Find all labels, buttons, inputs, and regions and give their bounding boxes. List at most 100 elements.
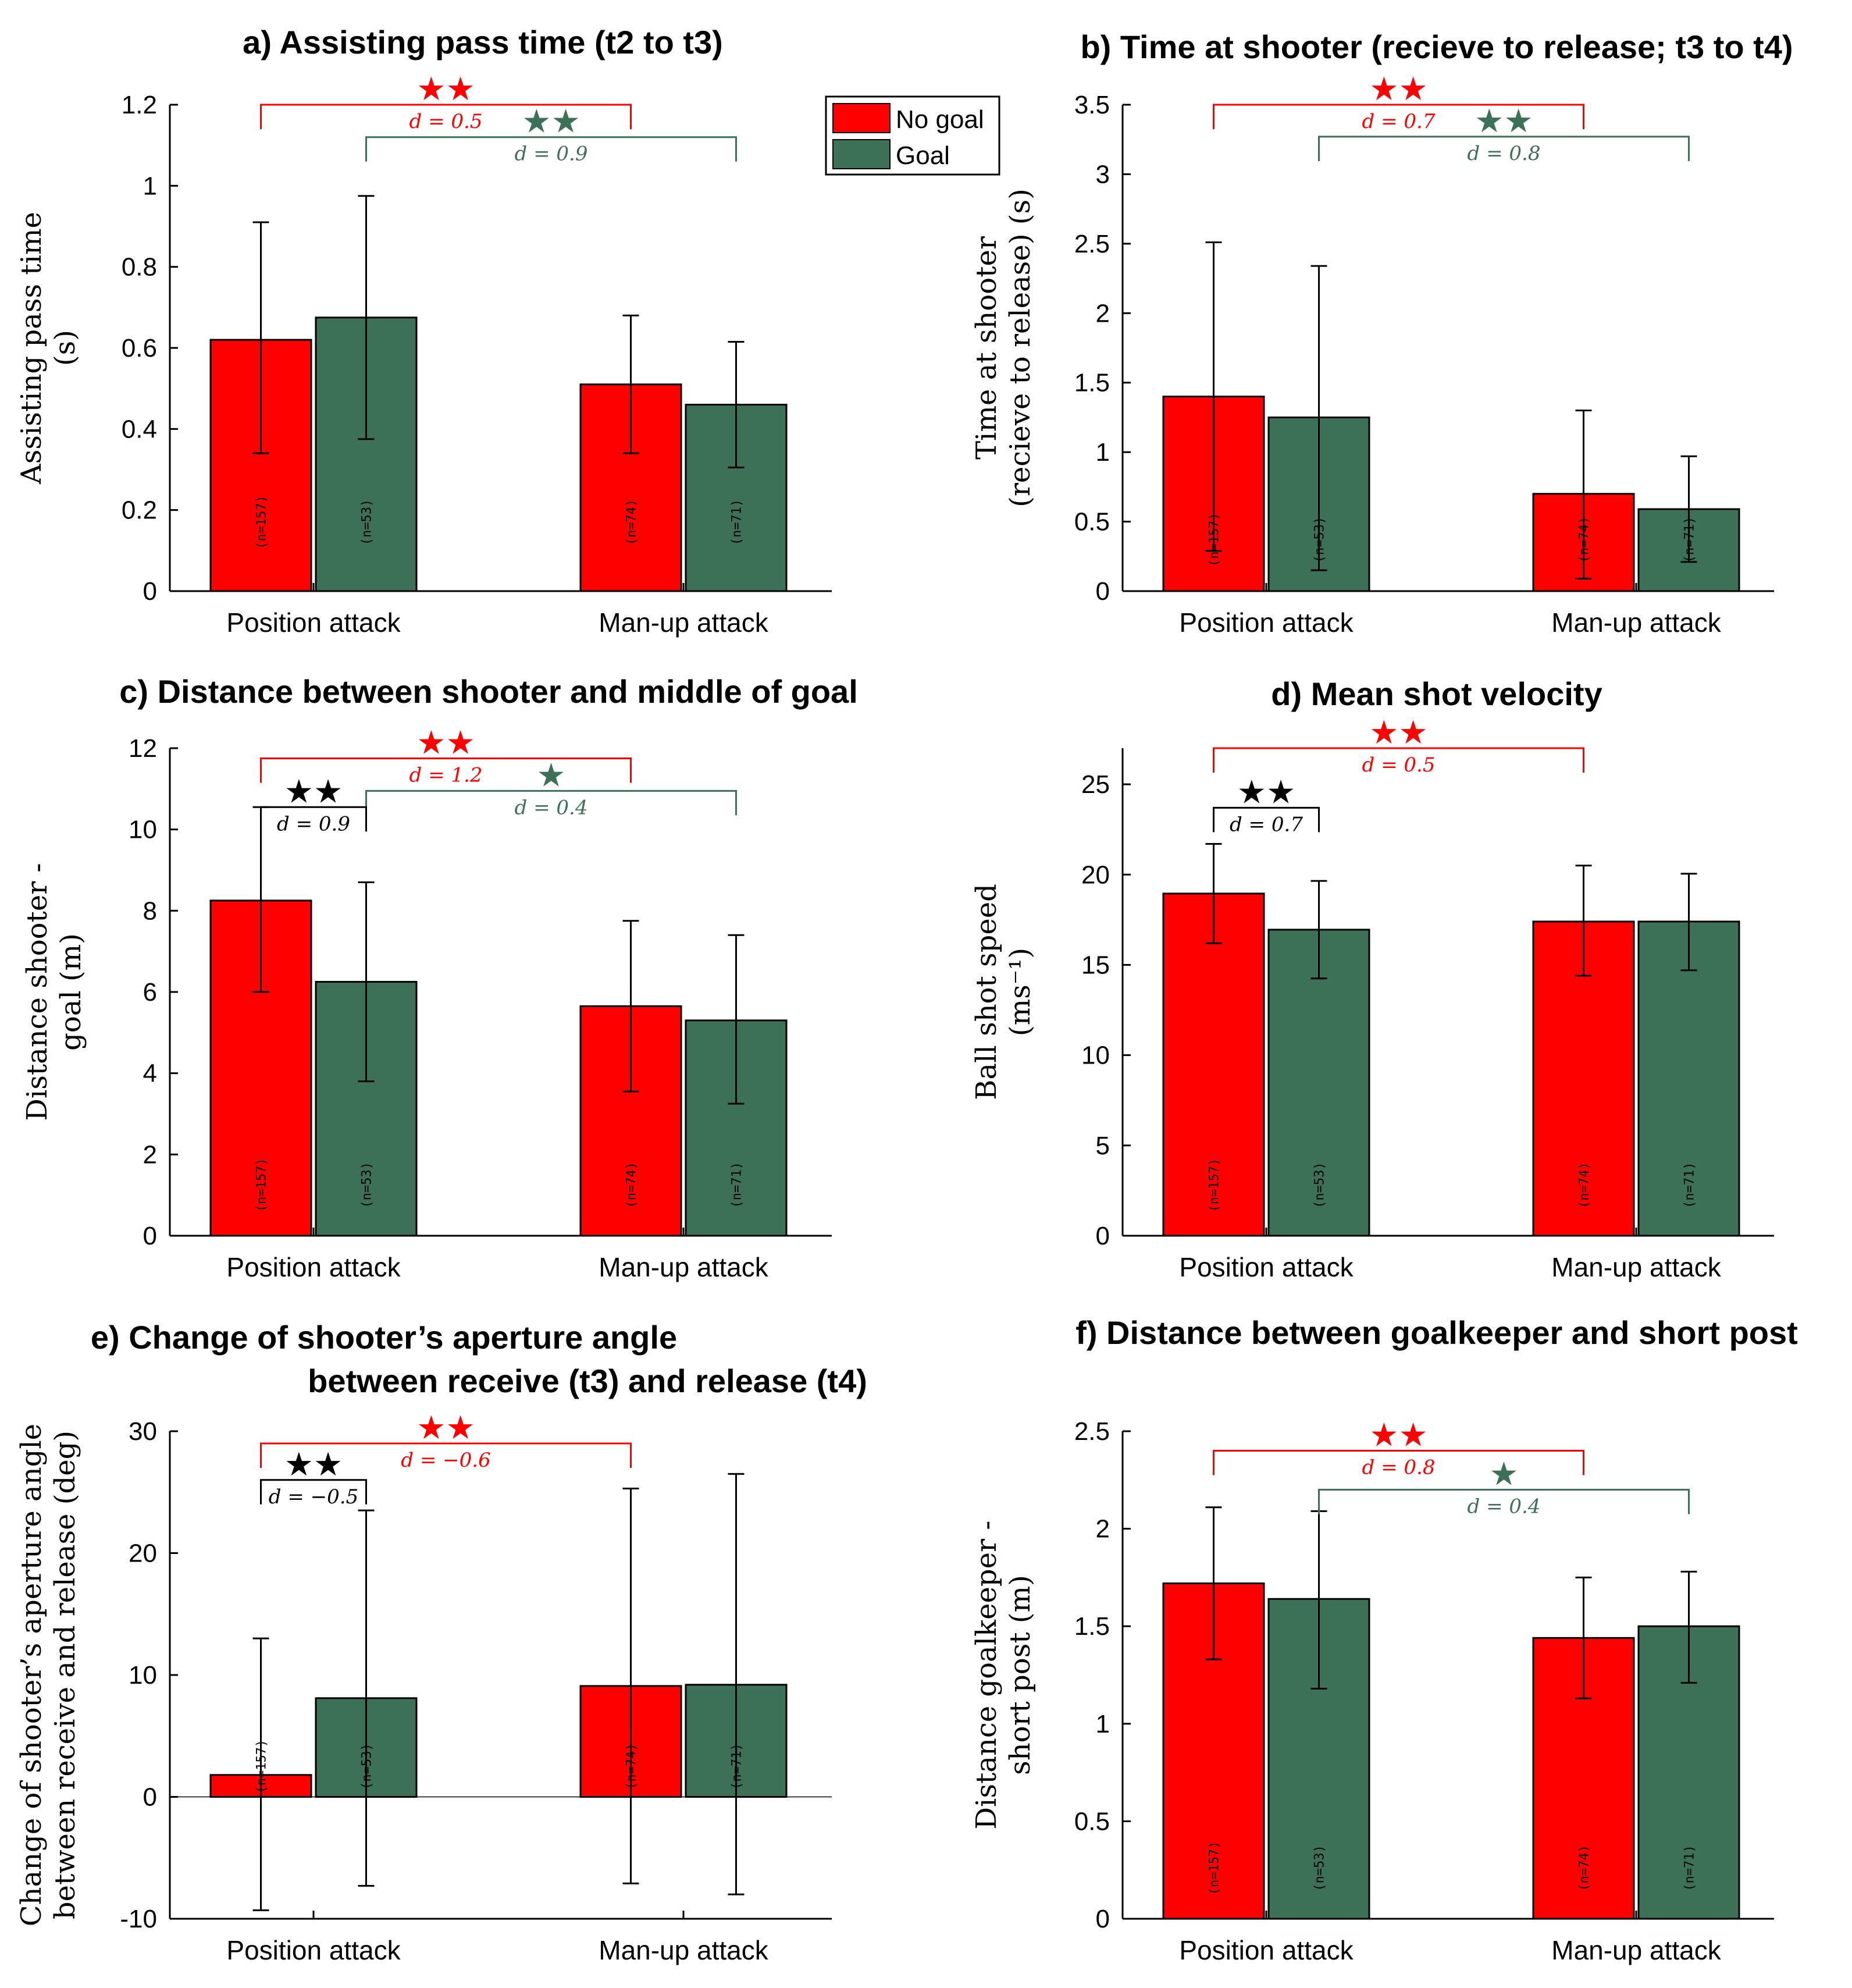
panel-title: a) Assisting pass time (t2 to t3) [243,24,723,61]
n-label: (n=157) [1208,1158,1222,1212]
significance-bracket [365,136,737,162]
y-axis-label: Distance goalkeeper -short post (m) [970,1521,1037,1830]
y-axis-label-line: goal (m) [55,933,87,1051]
n-label: (n=71) [1683,1162,1697,1208]
panel-b: b) Time at shooter (recieve to release; … [970,29,1793,638]
x-tick-label: Man-up attack [1551,1935,1721,1965]
y-tick-label: 0 [1096,577,1110,606]
effect-size-label: d = 0.9 [515,143,588,166]
y-tick-label: 1 [1096,438,1110,467]
significance-stars: ★★ [1475,102,1533,140]
effect-size-label: d = 0.5 [409,110,483,133]
y-tick-label: 8 [143,897,157,925]
y-axis-label-line: Distance goalkeeper - [970,1521,1003,1830]
n-label: (n=74) [625,1743,639,1789]
y-tick-label: 2 [143,1140,157,1169]
panel-title: b) Time at shooter (recieve to release; … [1080,29,1793,65]
effect-size-label: d = 0.4 [515,796,588,819]
x-tick-label: Man-up attack [599,1935,768,1965]
x-tick-label: Man-up attack [1551,607,1721,638]
n-label: (n=74) [1577,517,1592,563]
y-axis-label-line: Change of shooter’s aperture angle [15,1424,48,1926]
effect-size-label: d = 0.5 [1362,753,1436,777]
y-tick-label: 0 [1096,1905,1110,1933]
y-tick-label: 5 [1096,1132,1110,1160]
n-label: (n=71) [730,499,745,545]
significance-bracket [260,1442,632,1468]
effect-size-label: d = 0.8 [1468,142,1541,165]
panel-title: d) Mean shot velocity [1271,675,1602,712]
y-tick-label: 0.8 [122,253,157,282]
y-tick-label: 2.5 [1074,230,1110,258]
y-tick-label: 4 [143,1059,157,1088]
y-axis-label-line: (ms⁻¹) [1004,948,1037,1036]
significance-stars: ★★ [1369,714,1427,752]
significance-stars: ★★ [284,1446,343,1484]
x-tick-label: Position attack [226,1252,401,1282]
effect-size-label: d = −0.5 [269,1485,358,1509]
effect-size-label: d = 0.7 [1230,813,1303,836]
panel-d: d) Mean shot velocity 0 5 10 15 20 25 Ball shot… [970,675,1774,1282]
y-tick-label: 0 [143,1222,157,1250]
x-tick-label: Position attack [226,607,401,638]
significance-bracket [1213,747,1584,773]
n-label: (n=53) [360,1743,375,1789]
x-tick-label: Position attack [1179,1935,1354,1965]
n-label: (n=53) [360,1162,375,1208]
y-axis-label: Distance shooter -goal (m) [21,863,87,1121]
y-tick-label: 1.5 [1074,1612,1110,1641]
y-tick-label: 1.5 [1074,369,1110,397]
y-tick-label: 0 [143,1783,157,1812]
panel-title: c) Distance between shooter and middle o… [119,673,858,710]
significance-bracket [1318,136,1690,161]
y-tick-label: 1 [143,172,157,200]
x-tick-label: Man-up attack [599,1252,768,1282]
y-tick-label: 2.5 [1074,1417,1110,1446]
effect-size-label: d = 0.7 [1362,110,1436,133]
x-tick-label: Position attack [226,1935,401,1965]
y-tick-label: 0 [1096,1222,1110,1250]
n-label: (n=74) [625,499,639,545]
y-tick-label: 10 [1081,1041,1110,1070]
significance-stars: ★★ [416,724,475,762]
panel-title: e) Change of shooter’s aperture angle [91,1319,677,1356]
y-tick-label: 0.2 [122,496,157,525]
n-label: (n=53) [1313,1162,1327,1208]
n-label: (n=71) [1683,517,1697,563]
y-tick-label: 3.5 [1074,91,1110,119]
panel-f: f) Distance between goalkeeper and short… [970,1314,1798,1965]
panel-title: f) Distance between goalkeeper and short… [1075,1314,1798,1351]
bar-goal [1637,1625,1740,1920]
y-axis-label: Ball shot speed(ms⁻¹) [970,884,1037,1100]
y-axis-label-line: between receive and release (deg) [49,1431,81,1919]
y-tick-label: 30 [129,1417,157,1446]
y-tick-label: 25 [1081,770,1110,799]
significance-stars: ★★ [284,773,343,810]
significance-stars: ★★ [416,70,475,108]
n-label: (n=71) [730,1743,745,1789]
y-tick-label: 15 [1081,951,1110,979]
significance-stars: ★ [1489,1456,1518,1493]
y-tick-label: 0 [143,577,157,606]
y-axis-label-line: Time at shooter [970,236,1003,460]
effect-size-label: d = 0.8 [1362,1456,1436,1480]
y-axis-label: Time at shooter(recieve to release) (s) [970,189,1037,507]
y-axis-label: Assisting pass time(s) [15,212,81,485]
legend-label-goal: Goal [896,141,950,170]
significance-stars: ★★ [1369,70,1427,108]
legend: No goal Goal [825,95,1000,176]
bar-goal [1637,920,1740,1237]
significance-bracket [260,757,632,783]
y-tick-label: 3 [1096,160,1110,189]
n-label: (n=74) [1577,1845,1592,1891]
significance-bracket [1213,1450,1584,1475]
n-label: (n=53) [1313,517,1327,563]
n-label: (n=53) [360,499,375,545]
y-axis-label-line: (recieve to release) (s) [1004,189,1037,507]
significance-stars: ★★ [522,103,580,141]
x-tick-label: Position attack [1179,1252,1354,1282]
n-label: (n=71) [1683,1845,1697,1891]
n-label: (n=157) [255,495,269,549]
panel-c: c) Distance between shooter and middle o… [21,673,858,1282]
significance-bracket [260,1479,367,1505]
